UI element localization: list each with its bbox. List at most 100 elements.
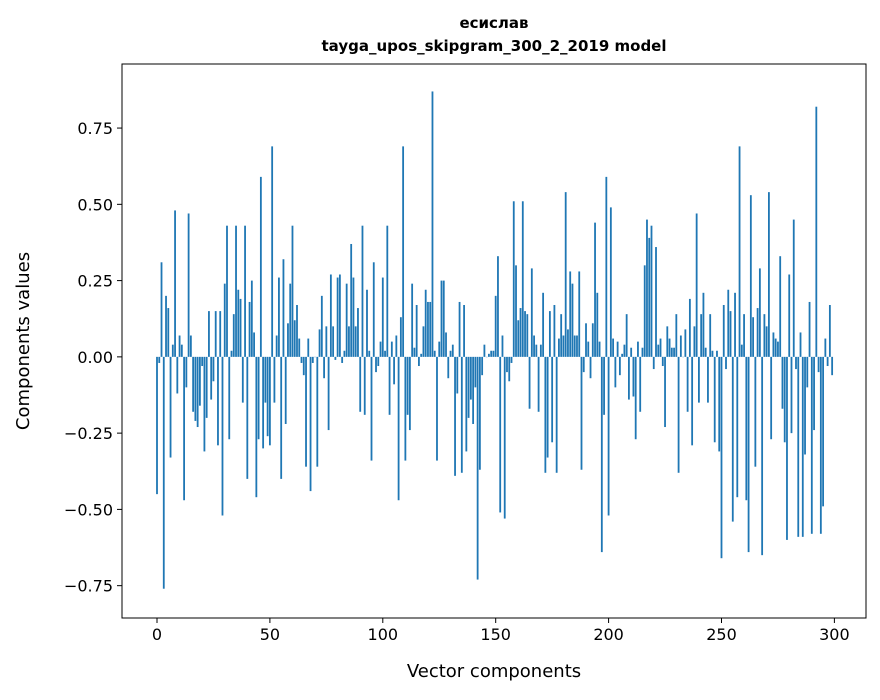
bar xyxy=(183,357,185,500)
bar xyxy=(447,357,449,378)
y-axis-label: Components values xyxy=(13,252,34,430)
bar xyxy=(373,262,375,357)
bar xyxy=(770,357,772,439)
bar xyxy=(470,357,472,400)
bar xyxy=(269,357,271,445)
bar xyxy=(662,357,664,366)
bar xyxy=(199,357,201,406)
bar xyxy=(395,336,397,357)
bar xyxy=(210,357,212,400)
bar xyxy=(174,210,176,356)
bar xyxy=(748,357,750,552)
bar xyxy=(617,342,619,357)
bar xyxy=(531,268,533,356)
bar xyxy=(418,357,420,366)
bar xyxy=(520,308,522,357)
bar xyxy=(328,357,330,430)
bar xyxy=(795,357,797,369)
bar xyxy=(240,299,242,357)
bar xyxy=(481,357,483,375)
x-tick-label: 100 xyxy=(368,625,399,644)
bar xyxy=(488,354,490,357)
x-tick-label: 250 xyxy=(706,625,737,644)
bar xyxy=(585,323,587,357)
bar xyxy=(267,357,269,436)
bar xyxy=(305,357,307,467)
bar xyxy=(623,345,625,357)
bar xyxy=(605,177,607,357)
x-axis-label: Vector components xyxy=(407,661,581,682)
bar xyxy=(380,342,382,357)
bar xyxy=(750,195,752,357)
bar xyxy=(725,357,727,369)
bar xyxy=(614,357,616,388)
bar xyxy=(165,296,167,357)
bar xyxy=(262,357,264,449)
bar xyxy=(691,357,693,445)
bar xyxy=(590,357,592,378)
bar xyxy=(384,351,386,357)
bar xyxy=(800,332,802,356)
bar xyxy=(445,332,447,356)
bar xyxy=(506,357,508,372)
bar xyxy=(382,278,384,357)
bar xyxy=(533,336,535,357)
bar xyxy=(253,332,255,356)
bar xyxy=(639,357,641,412)
bar xyxy=(389,357,391,415)
bar xyxy=(700,314,702,357)
bar xyxy=(535,345,537,357)
bar xyxy=(226,226,228,357)
x-tick-label: 200 xyxy=(593,625,624,644)
bar xyxy=(680,336,682,357)
bar xyxy=(404,357,406,461)
bar xyxy=(630,348,632,357)
bar xyxy=(714,357,716,442)
bar xyxy=(456,357,458,394)
bar xyxy=(540,345,542,357)
bar xyxy=(411,284,413,357)
bar xyxy=(289,284,291,357)
bar xyxy=(276,336,278,357)
bar xyxy=(357,308,359,357)
bar xyxy=(264,357,266,403)
bar xyxy=(797,357,799,537)
bar xyxy=(671,348,673,357)
bar xyxy=(206,357,208,418)
bar xyxy=(553,305,555,357)
bar xyxy=(587,342,589,357)
bar xyxy=(237,290,239,357)
bar xyxy=(822,357,824,506)
bar xyxy=(504,357,506,519)
bar xyxy=(693,326,695,357)
bar xyxy=(547,357,549,458)
bar xyxy=(596,293,598,357)
bar xyxy=(231,351,233,357)
x-tick-label: 150 xyxy=(480,625,511,644)
bar xyxy=(303,357,305,375)
bar xyxy=(330,274,332,356)
chart-title-line1: есислав xyxy=(459,14,528,32)
bar xyxy=(818,357,820,372)
bar xyxy=(438,342,440,357)
bar xyxy=(648,238,650,357)
bar xyxy=(709,314,711,357)
bar xyxy=(730,311,732,357)
y-tick-label: −0.25 xyxy=(64,424,113,443)
bar xyxy=(258,357,260,439)
bar xyxy=(194,357,196,421)
bar xyxy=(736,357,738,497)
bar xyxy=(479,357,481,470)
bar xyxy=(831,357,833,375)
bar xyxy=(705,348,707,357)
bar xyxy=(657,345,659,357)
bar xyxy=(811,357,813,534)
bar xyxy=(429,302,431,357)
bar xyxy=(526,314,528,357)
bar xyxy=(441,281,443,357)
bar xyxy=(310,357,312,491)
bar xyxy=(804,357,806,455)
bar xyxy=(337,278,339,357)
bar xyxy=(542,293,544,357)
